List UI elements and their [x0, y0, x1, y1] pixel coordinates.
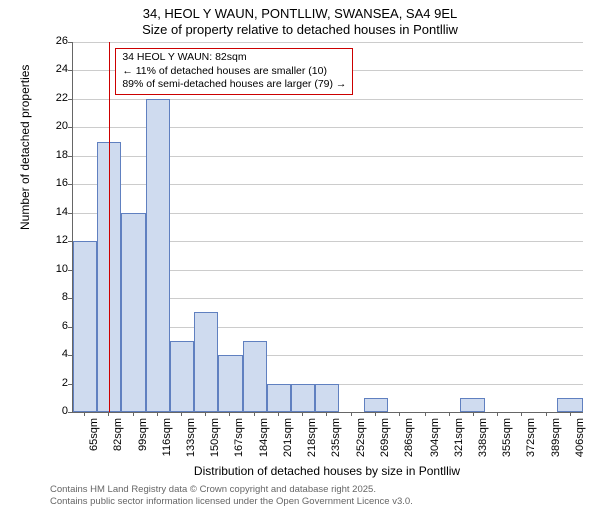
y-axis-label: Number of detached properties: [18, 65, 32, 230]
x-tick-mark: [351, 412, 352, 416]
x-tick-label: 338sqm: [477, 418, 489, 466]
x-tick-mark: [108, 412, 109, 416]
y-tick-label: 20: [38, 120, 68, 132]
y-tick-label: 22: [38, 92, 68, 104]
x-tick-label: 167sqm: [233, 418, 245, 466]
x-tick-label: 201sqm: [282, 418, 294, 466]
y-tick-mark: [68, 384, 72, 385]
x-tick-label: 133sqm: [185, 418, 197, 466]
x-tick-label: 99sqm: [137, 418, 149, 466]
histogram-chart: 34, HEOL Y WAUN, PONTLLIW, SWANSEA, SA4 …: [0, 0, 600, 500]
x-tick-label: 252sqm: [355, 418, 367, 466]
x-tick-mark: [278, 412, 279, 416]
x-tick-mark: [473, 412, 474, 416]
x-tick-mark: [84, 412, 85, 416]
gridline: [73, 42, 583, 43]
x-tick-label: 286sqm: [403, 418, 415, 466]
x-tick-label: 389sqm: [550, 418, 562, 466]
y-tick-mark: [68, 241, 72, 242]
x-axis-label: Distribution of detached houses by size …: [72, 464, 582, 478]
annotation-line: 89% of semi-detached houses are larger (…: [122, 78, 346, 92]
plot-area: 34 HEOL Y WAUN: 82sqm← 11% of detached h…: [72, 42, 583, 413]
x-tick-mark: [570, 412, 571, 416]
x-tick-label: 321sqm: [453, 418, 465, 466]
footer-line1: Contains HM Land Registry data © Crown c…: [50, 484, 376, 495]
x-tick-label: 82sqm: [112, 418, 124, 466]
annotation-line: 34 HEOL Y WAUN: 82sqm: [122, 51, 346, 65]
x-tick-label: 116sqm: [161, 418, 173, 466]
y-tick-mark: [68, 213, 72, 214]
x-tick-mark: [205, 412, 206, 416]
y-tick-label: 6: [38, 320, 68, 332]
y-tick-label: 8: [38, 291, 68, 303]
x-tick-label: 304sqm: [429, 418, 441, 466]
y-tick-mark: [68, 327, 72, 328]
histogram-bar: [170, 341, 194, 412]
x-tick-label: 65sqm: [88, 418, 100, 466]
y-tick-label: 18: [38, 149, 68, 161]
histogram-bar: [194, 312, 218, 412]
x-tick-mark: [181, 412, 182, 416]
x-tick-mark: [399, 412, 400, 416]
y-tick-mark: [68, 412, 72, 413]
x-tick-label: 269sqm: [379, 418, 391, 466]
histogram-bar: [218, 355, 242, 412]
y-tick-label: 4: [38, 348, 68, 360]
histogram-bar: [243, 341, 267, 412]
chart-title-line2: Size of property relative to detached ho…: [0, 22, 600, 37]
x-tick-label: 235sqm: [330, 418, 342, 466]
y-tick-label: 2: [38, 377, 68, 389]
y-tick-label: 14: [38, 206, 68, 218]
x-tick-mark: [497, 412, 498, 416]
x-tick-mark: [133, 412, 134, 416]
y-tick-mark: [68, 355, 72, 356]
y-tick-mark: [68, 127, 72, 128]
x-tick-label: 150sqm: [209, 418, 221, 466]
y-tick-label: 16: [38, 177, 68, 189]
x-tick-label: 355sqm: [501, 418, 513, 466]
x-tick-mark: [375, 412, 376, 416]
x-tick-label: 372sqm: [525, 418, 537, 466]
x-tick-label: 184sqm: [258, 418, 270, 466]
histogram-bar: [460, 398, 484, 412]
y-tick-label: 10: [38, 263, 68, 275]
y-tick-mark: [68, 42, 72, 43]
histogram-bar: [121, 213, 145, 412]
annotation-line: ← 11% of detached houses are smaller (10…: [122, 65, 346, 79]
x-tick-mark: [326, 412, 327, 416]
histogram-bar: [315, 384, 339, 412]
reference-line: [109, 42, 110, 412]
x-tick-mark: [425, 412, 426, 416]
y-tick-mark: [68, 270, 72, 271]
x-tick-mark: [254, 412, 255, 416]
x-tick-mark: [229, 412, 230, 416]
x-tick-label: 406sqm: [574, 418, 586, 466]
x-tick-mark: [302, 412, 303, 416]
y-tick-mark: [68, 156, 72, 157]
y-tick-mark: [68, 99, 72, 100]
x-tick-mark: [546, 412, 547, 416]
x-tick-mark: [157, 412, 158, 416]
histogram-bar: [73, 241, 97, 412]
y-tick-label: 24: [38, 63, 68, 75]
x-tick-mark: [521, 412, 522, 416]
y-tick-mark: [68, 184, 72, 185]
histogram-bar: [557, 398, 583, 412]
x-tick-label: 218sqm: [306, 418, 318, 466]
footer-line2: Contains public sector information licen…: [50, 496, 413, 507]
histogram-bar: [364, 398, 388, 412]
y-tick-label: 0: [38, 405, 68, 417]
histogram-bar: [267, 384, 291, 412]
chart-title-line1: 34, HEOL Y WAUN, PONTLLIW, SWANSEA, SA4 …: [0, 6, 600, 21]
x-tick-mark: [449, 412, 450, 416]
y-tick-label: 26: [38, 35, 68, 47]
y-tick-mark: [68, 298, 72, 299]
histogram-bar: [291, 384, 315, 412]
annotation-box: 34 HEOL Y WAUN: 82sqm← 11% of detached h…: [115, 48, 353, 95]
histogram-bar: [146, 99, 170, 412]
y-tick-label: 12: [38, 234, 68, 246]
y-tick-mark: [68, 70, 72, 71]
